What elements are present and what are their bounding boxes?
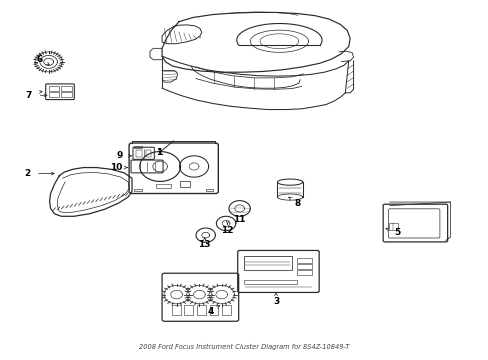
- Text: 13: 13: [198, 240, 210, 249]
- Bar: [205, 189, 213, 191]
- Text: 3: 3: [272, 297, 279, 306]
- Text: 7: 7: [25, 91, 32, 100]
- Bar: [48, 86, 59, 91]
- Text: 5: 5: [393, 228, 400, 237]
- Bar: [296, 270, 312, 275]
- Bar: [184, 305, 193, 315]
- Bar: [145, 150, 151, 157]
- Text: 9: 9: [116, 151, 122, 160]
- Bar: [222, 305, 230, 315]
- Bar: [388, 224, 397, 230]
- Text: 2: 2: [24, 169, 30, 178]
- Text: 1: 1: [156, 148, 163, 157]
- Bar: [61, 93, 72, 98]
- Bar: [179, 181, 190, 187]
- Text: 8: 8: [294, 199, 300, 208]
- Bar: [243, 280, 296, 284]
- Bar: [48, 93, 59, 98]
- Text: 12: 12: [221, 226, 233, 235]
- Bar: [156, 184, 170, 188]
- Text: 2008 Ford Focus Instrument Cluster Diagram for 8S4Z-10849-T: 2008 Ford Focus Instrument Cluster Diagr…: [139, 344, 349, 350]
- Bar: [134, 189, 142, 191]
- Bar: [296, 257, 312, 262]
- Text: 10: 10: [110, 163, 122, 172]
- Bar: [243, 256, 291, 270]
- Bar: [136, 150, 142, 157]
- Text: 4: 4: [207, 307, 213, 316]
- Bar: [209, 305, 218, 315]
- Bar: [197, 305, 205, 315]
- Text: 6: 6: [37, 54, 43, 63]
- Bar: [171, 305, 180, 315]
- Bar: [296, 264, 312, 269]
- Bar: [134, 146, 142, 148]
- Bar: [61, 86, 72, 91]
- Text: 1: 1: [156, 148, 163, 157]
- Text: 11: 11: [233, 215, 245, 224]
